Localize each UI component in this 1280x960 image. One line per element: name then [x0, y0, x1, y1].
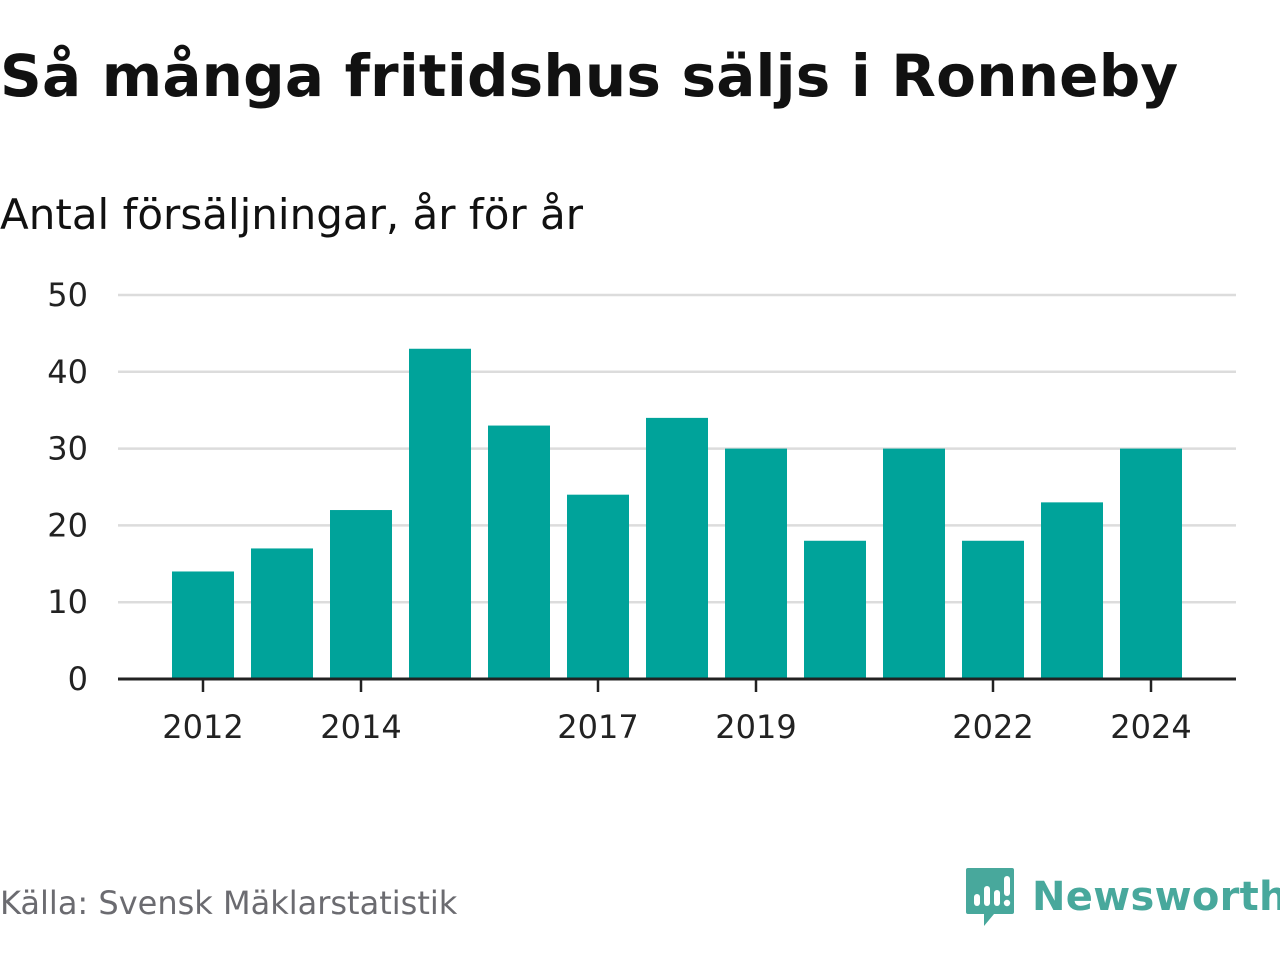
x-tick-labels: 2012 2014 2017 2019 2022 2024 [162, 708, 1191, 746]
source-note: Källa: Svensk Mäklarstatistik [0, 884, 458, 922]
newsworthy-logo-icon [966, 868, 1014, 926]
chart-subtitle: Antal försäljningar, år för år [0, 190, 584, 239]
bar-2012 [172, 571, 234, 679]
y-tick-label: 30 [47, 430, 88, 468]
y-tick-label: 10 [47, 583, 88, 621]
bars [172, 348, 1182, 679]
chart-title: Så många fritidshus säljs i Ronneby [0, 42, 1179, 110]
brand-name: Newsworthy [1032, 874, 1280, 920]
bar-2021 [883, 448, 945, 679]
y-tick-label: 40 [47, 353, 88, 391]
y-tick-label: 0 [68, 660, 88, 698]
bar-2015 [409, 348, 471, 679]
y-tick-label: 50 [47, 276, 88, 314]
x-tick-label: 2022 [952, 708, 1033, 746]
y-tick-label: 20 [47, 506, 88, 544]
x-tick-label: 2017 [557, 708, 638, 746]
x-tick-label: 2012 [162, 708, 243, 746]
bar-2023 [1041, 502, 1103, 679]
bar-2016 [488, 425, 550, 679]
y-tick-labels: 0 10 20 30 40 50 [47, 276, 88, 698]
bar-2024 [1120, 448, 1182, 679]
bar-2014 [330, 510, 392, 679]
x-tick-label: 2019 [715, 708, 796, 746]
brand-logo: Newsworthy [964, 866, 1280, 928]
x-tick-label: 2024 [1110, 708, 1191, 746]
bar-2019 [725, 448, 787, 679]
bar-2022 [962, 540, 1024, 679]
bar-2018 [646, 417, 708, 679]
axes [118, 677, 1236, 692]
bar-2013 [251, 548, 313, 679]
x-tick-label: 2014 [320, 708, 401, 746]
bar-2020 [804, 540, 866, 679]
bar-2017 [567, 494, 629, 679]
